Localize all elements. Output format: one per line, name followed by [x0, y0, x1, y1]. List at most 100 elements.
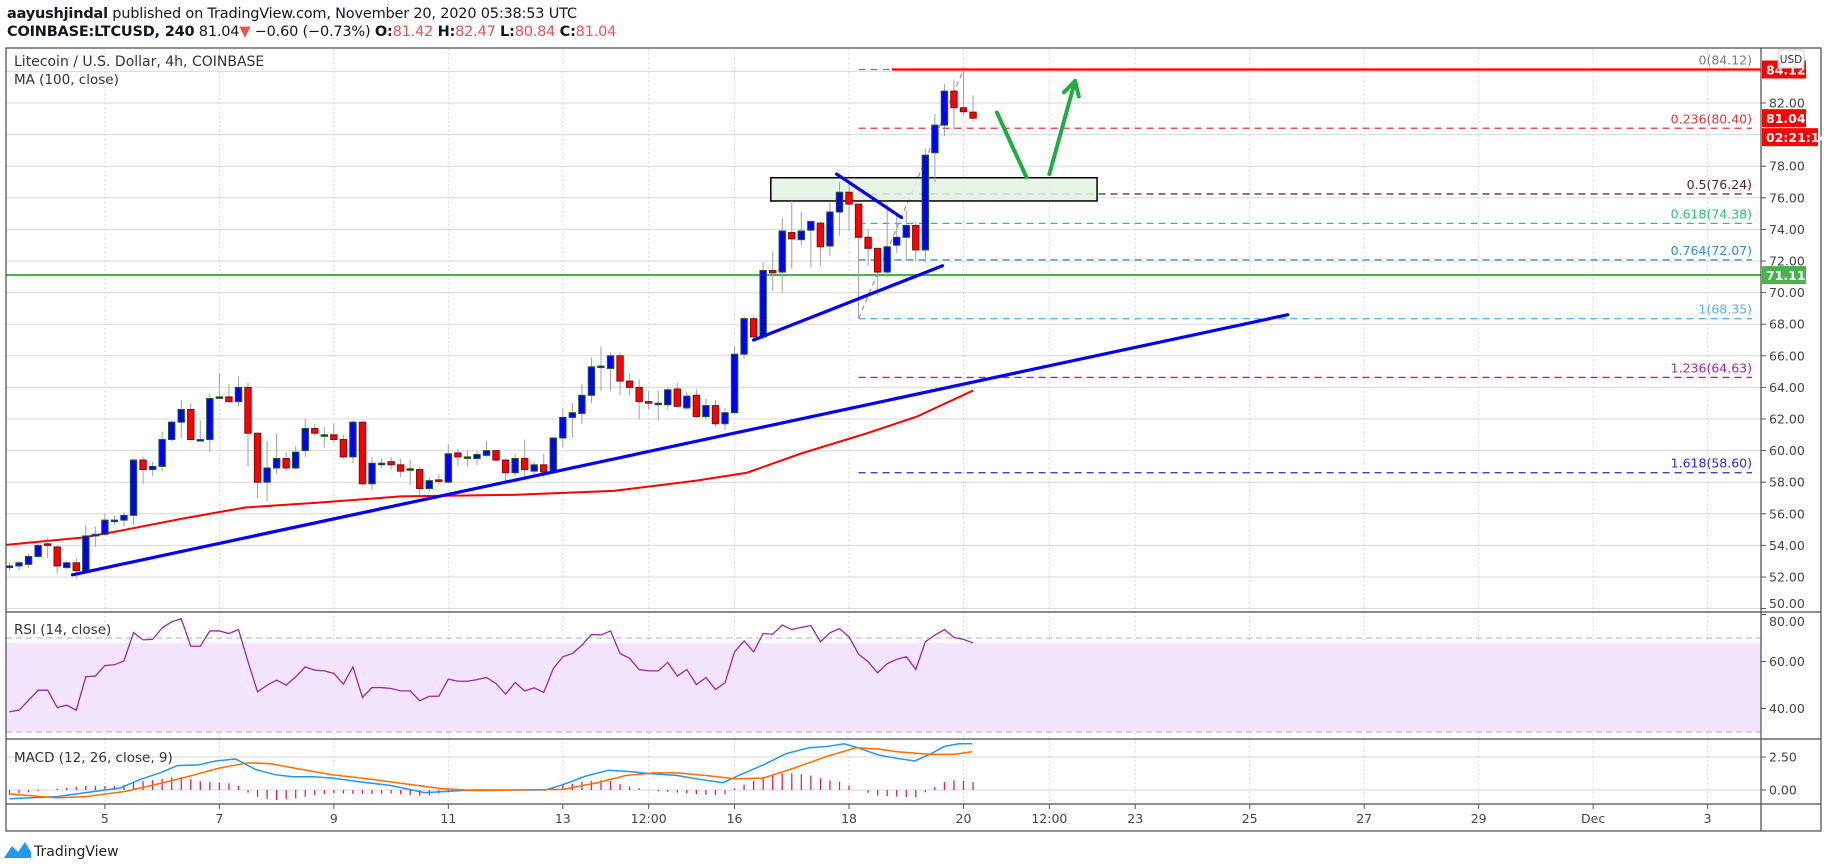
candle-body [358, 421, 367, 485]
candle [902, 210, 910, 261]
rsi-tick-label: 60.00 [1769, 654, 1805, 669]
time-tick-label: Dec [1581, 811, 1605, 826]
candle [616, 352, 624, 396]
fib-level-label: 0.5(76.24) [1687, 177, 1752, 192]
candle-body [673, 388, 681, 407]
candle [816, 221, 825, 266]
candle-body [416, 469, 424, 490]
candle [606, 352, 615, 391]
candle [215, 373, 224, 399]
candle [654, 390, 662, 421]
candle [749, 316, 758, 342]
support-price-tag: 71.11 [1762, 266, 1806, 285]
arrow-head-icon [1061, 78, 1081, 99]
price-tick-label: 64.00 [1769, 380, 1805, 395]
candle [253, 432, 262, 498]
rsi-pane[interactable] [9, 617, 974, 713]
time-tick-label: 20 [956, 811, 972, 826]
candle [769, 251, 777, 292]
candle-body [873, 247, 882, 273]
candle-body [435, 479, 443, 482]
candle [167, 420, 176, 442]
candle-body [129, 459, 138, 516]
time-tick-label: 18 [841, 811, 857, 826]
price-pane[interactable]: 0(84.12) 0.236(80.40) 0.5(76.24) 0.618(74.3… [0, 53, 1761, 579]
time-tick-label: 7 [215, 811, 223, 826]
candle-body [339, 439, 348, 458]
publish-info: aayushjindal published on TradingView.co… [7, 6, 577, 22]
candle [940, 84, 949, 137]
time-tick-label: 29 [1471, 811, 1487, 826]
candle [520, 439, 529, 481]
price-tick-label: 62.00 [1769, 412, 1805, 427]
candle-body [625, 380, 634, 388]
macd-pane[interactable] [8, 743, 974, 801]
rsi-tick-label: 80.00 [1769, 614, 1805, 629]
candle-body [253, 432, 262, 483]
candle-body [616, 355, 624, 382]
candle [501, 458, 510, 483]
candle [6, 562, 14, 571]
candle [625, 373, 634, 396]
candle-body [215, 396, 224, 399]
low-label: L: [500, 24, 515, 40]
candle-body [912, 224, 920, 251]
candle [568, 403, 577, 438]
candle [435, 474, 443, 484]
candle [864, 229, 872, 266]
candle-body [196, 439, 205, 442]
candle [893, 215, 901, 254]
brand-name: TradingView [33, 844, 119, 860]
candle [177, 400, 185, 438]
close-value: 81.04 [575, 24, 617, 40]
candle-body [940, 90, 949, 126]
time-tick-label: 16 [727, 811, 743, 826]
fib-level-label: 0.764(72.07) [1671, 243, 1752, 258]
candle [311, 423, 319, 437]
candle [148, 461, 157, 476]
symbol-info: COINBASE:LTCUSD, 240 81.04▼ −0.60 (−0.73… [7, 24, 616, 40]
candle-body [511, 458, 519, 474]
price-tick-label: 72.00 [1769, 254, 1805, 269]
candle-body [15, 562, 23, 567]
candle-body [311, 427, 319, 434]
candle [559, 407, 567, 448]
candle-body [282, 458, 290, 469]
ma100-line [6, 389, 974, 546]
candle [43, 537, 52, 559]
candle [721, 407, 729, 431]
price-tick-label: 82.00 [1769, 96, 1805, 111]
rsi-band-fill [6, 643, 1761, 732]
tradingview-logo[interactable]: TradingView [4, 842, 119, 860]
currency-button[interactable]: USD [1777, 49, 1805, 69]
candle [120, 512, 128, 527]
pane-title: Litecoin / U.S. Dollar, 4h, COINBASE [14, 54, 264, 70]
rsi-legend[interactable]: RSI (14, close) [14, 622, 111, 638]
candle [444, 444, 453, 484]
author-name[interactable]: aayushjindal [7, 6, 108, 22]
candle [416, 466, 424, 495]
candle-body [520, 458, 529, 471]
fib-level-label: 0.236(80.40) [1671, 111, 1752, 126]
candle-body [91, 533, 100, 537]
candle-body [244, 386, 252, 434]
candle [53, 545, 61, 574]
candle-body [749, 318, 758, 338]
last-price-tag-bg [1762, 109, 1806, 128]
candle-body [854, 203, 863, 238]
candle [549, 437, 557, 473]
bearish-trendline [835, 172, 904, 220]
macd-legend[interactable]: MACD (12, 26, close, 9) [14, 750, 173, 766]
support-price-tag-text: 71.11 [1766, 268, 1806, 283]
candle-body [292, 451, 300, 469]
candle-body [864, 236, 872, 249]
ma-legend[interactable]: MA (100, close) [14, 72, 119, 88]
candle-body [158, 439, 166, 467]
candle-body [387, 461, 395, 466]
candle [91, 526, 100, 547]
time-tick-label: 3 [1704, 811, 1712, 826]
candle-body [835, 191, 844, 213]
candle-body [34, 544, 42, 557]
macd-signal-line [9, 747, 973, 799]
